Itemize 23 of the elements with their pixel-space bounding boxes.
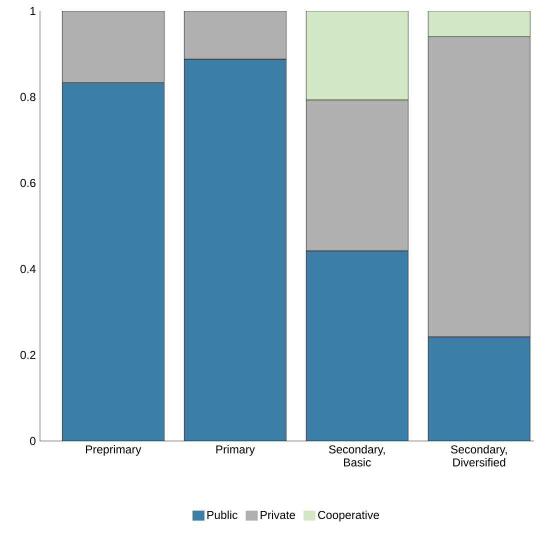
bar — [184, 10, 286, 60]
bar — [306, 10, 408, 100]
legend-label: Cooperative — [318, 510, 380, 522]
y-tick-label: 1 — [30, 7, 36, 15]
bar — [428, 36, 530, 338]
y-tick-label: 0.8 — [20, 92, 36, 102]
bar — [184, 59, 286, 441]
x-tick-label: Secondary, Basic — [328, 445, 385, 466]
x-tick-label: Primary — [216, 445, 255, 456]
x-tick-label: Secondary, Diversified — [450, 445, 507, 466]
y-tick-label: 0.4 — [20, 264, 36, 274]
bar — [428, 10, 530, 37]
bar — [62, 10, 164, 84]
bar — [306, 100, 408, 252]
legend-label: Private — [260, 510, 296, 520]
x-tick-label: Preprimary — [86, 445, 142, 456]
legend-label: Public — [207, 510, 238, 520]
y-tick-label: 0.6 — [20, 178, 36, 188]
bar — [306, 250, 408, 441]
y-tick-label: 0 — [30, 436, 36, 446]
y-tick-label: 0.2 — [20, 350, 36, 360]
bar — [428, 336, 530, 441]
bar — [62, 82, 164, 441]
